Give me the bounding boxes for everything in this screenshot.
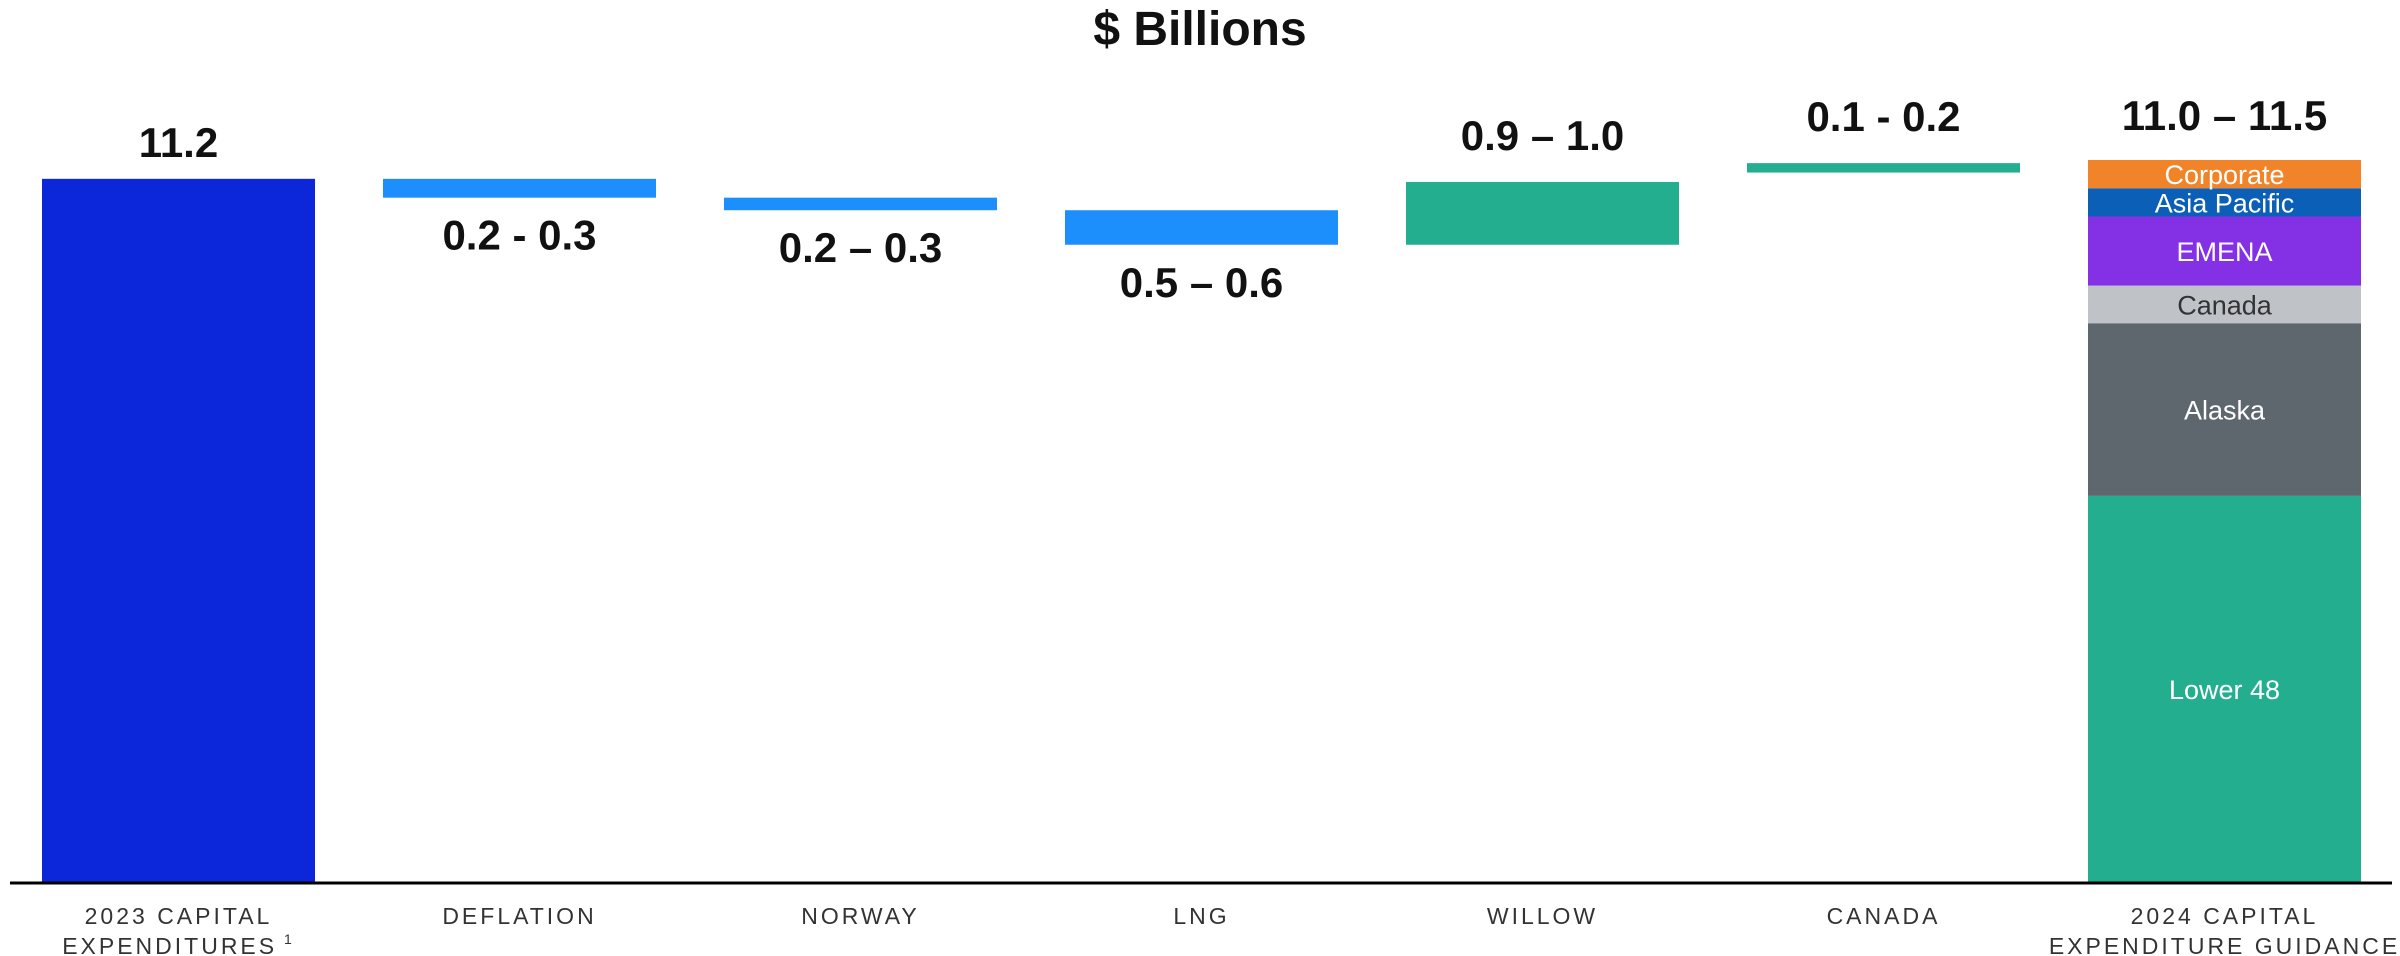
bar-delta xyxy=(1065,210,1338,245)
bar-value-label: 11.0 – 11.5 xyxy=(2122,92,2328,139)
stack-segment-label: EMENA xyxy=(2176,237,2272,267)
category-label: 2024 CAPITAL xyxy=(2131,903,2319,929)
category-label: LNG xyxy=(1173,903,1229,929)
bar-delta xyxy=(1747,163,2020,173)
category-label: DEFLATION xyxy=(442,903,596,929)
category-label: EXPENDITURES 1 xyxy=(62,931,295,956)
bar-value-label: 0.2 – 0.3 xyxy=(779,224,942,271)
stack-segment xyxy=(2088,216,2361,286)
category-label: 2023 CAPITAL xyxy=(85,903,273,929)
category-label: WILLOW xyxy=(1487,903,1598,929)
bar-value-label: 0.9 – 1.0 xyxy=(1461,112,1624,159)
stack-segment-label: Asia Pacific xyxy=(2155,188,2295,218)
bar-value-label: 11.2 xyxy=(139,119,218,166)
stack-segment-label: Alaska xyxy=(2184,396,2266,426)
stack-segment xyxy=(2088,285,2361,324)
footnote-marker: 1 xyxy=(277,931,295,947)
bar-delta xyxy=(383,178,656,198)
bar-value-label: 0.1 - 0.2 xyxy=(1806,93,1960,140)
stack-segment xyxy=(2088,495,2361,882)
bar-value-label: 0.2 - 0.3 xyxy=(442,212,596,259)
category-label: EXPENDITURE GUIDANCE xyxy=(2049,933,2400,956)
bar-delta xyxy=(1406,181,1679,245)
category-label: CANADA xyxy=(1827,903,1941,929)
bar-total xyxy=(42,178,315,882)
chart-title: $ Billions xyxy=(1093,3,1307,56)
stack-segment xyxy=(2088,188,2361,217)
stack-segment xyxy=(2088,160,2361,189)
stack-segment-label: Corporate xyxy=(2164,160,2284,190)
bar-value-label: 0.5 – 0.6 xyxy=(1120,259,1283,306)
bar-delta xyxy=(724,197,997,211)
category-label: NORWAY xyxy=(801,903,920,929)
stack-segment-label: Canada xyxy=(2177,290,2273,320)
stack-segment-label: Lower 48 xyxy=(2169,675,2280,705)
stack-segment xyxy=(2088,323,2361,496)
